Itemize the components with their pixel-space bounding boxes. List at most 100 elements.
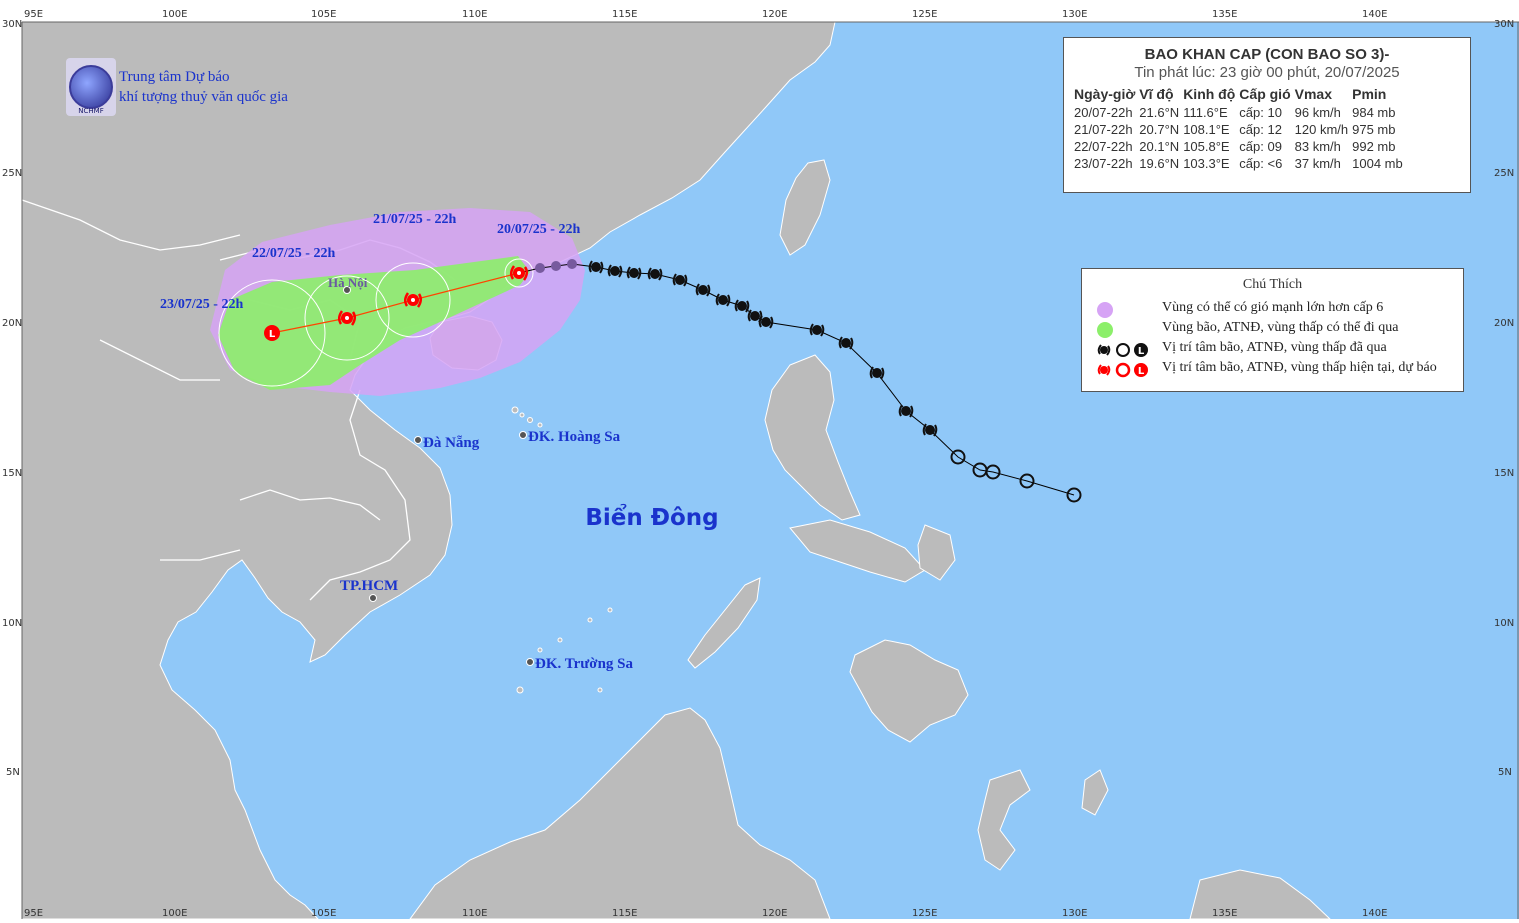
circle-icons-past — [950, 449, 1082, 503]
lon-ticks-bottom: 95E 100E 105E 110E 115E 120E 125E 130E 1… — [24, 908, 1387, 919]
tick-lat-5: 5N — [6, 767, 20, 778]
col-lon: Kinh độ — [1183, 86, 1236, 102]
tick-lon-105: 105E — [311, 9, 336, 20]
org-header: NCHMF Trung tâm Dự báo khí tượng thuỷ vă… — [66, 58, 366, 118]
green-circle-icon — [1097, 322, 1113, 338]
tick-lat-20-r: 20N — [1494, 318, 1514, 329]
tick-lat-10: 10N — [2, 618, 22, 629]
legend-item-wind-zone: Vùng có thể có gió mạnh lớn hơn cấp 6 — [1082, 299, 1465, 319]
date-label-4: 23/07/25 - 22h — [160, 297, 243, 312]
cell: cấp: 12 — [1239, 122, 1282, 137]
borneo-island — [409, 707, 831, 920]
cell: 20/07-22h — [1074, 105, 1133, 120]
cell: cấp: 10 — [1239, 105, 1282, 120]
cell: 111.6°E — [1183, 105, 1228, 120]
visayas-islands — [789, 519, 926, 583]
cell: 21.6°N — [1139, 105, 1180, 120]
legend-text: Vùng có thể có gió mạnh lớn hơn cấp 6 — [1162, 300, 1384, 315]
halmahera-island — [1081, 769, 1109, 816]
legend-title: Chú Thích — [1242, 277, 1303, 292]
tick-lon-95: 95E — [24, 9, 43, 20]
cell: 21/07-22h — [1074, 122, 1133, 137]
legend-box: Chú Thích Vùng có thể có gió mạnh lớn hơ… — [1081, 268, 1464, 392]
lon-ticks-top: 95E 100E 105E 110E 115E 120E 125E 130E 1… — [24, 9, 1387, 20]
org-name: Trung tâm Dự báo khí tượng thuỷ văn quốc… — [119, 67, 288, 107]
tick-lon-120: 120E — [762, 9, 787, 20]
sulawesi-island — [977, 769, 1031, 871]
legend-item-past-position: L Vị trí tâm bão, ATNĐ, vùng thấp đã qua — [1082, 339, 1465, 359]
storm-icon-forecast-2 — [338, 310, 356, 326]
frame-ticks — [21, 21, 1519, 919]
city-dots — [343, 286, 534, 666]
low-icon-forecast-3: L — [264, 325, 280, 341]
palawan-island — [687, 577, 761, 669]
date-label-2: 21/07/25 - 22h — [373, 212, 456, 227]
label-sea: Biển Đông — [585, 503, 718, 531]
svg-text:L: L — [269, 329, 276, 340]
bulletin-table: Ngày-giờ Vĩ độ Kinh độ Cấp gió Vmax Pmin… — [1074, 85, 1407, 172]
cell: 83 km/h — [1294, 139, 1341, 154]
tick-lat-30: 30N — [2, 19, 22, 30]
cell: 105.8°E — [1183, 139, 1230, 154]
cell: 108.1°E — [1183, 122, 1230, 137]
legend-item-storm-zone: Vùng bão, ATNĐ, vùng thấp có thể đi qua — [1082, 319, 1465, 339]
cell: cấp: <6 — [1239, 156, 1283, 171]
storm-icons-past — [588, 260, 938, 437]
lat-ticks-left: 30N 25N 20N 15N 10N 5N — [2, 19, 22, 778]
label-truongsa: ĐK. Trường Sa — [535, 656, 634, 672]
luzon-island — [764, 354, 861, 521]
tick-lon-140-b: 140E — [1362, 908, 1387, 919]
storm-icon-forecast-1 — [404, 292, 422, 308]
bulletin-title: BAO KHAN CAP (CON BAO SO 3)- — [1144, 46, 1390, 63]
forecast-track-line — [271, 272, 520, 334]
label-danang: Đà Nẵng — [423, 435, 480, 451]
tick-lon-120-b: 120E — [762, 908, 787, 919]
tick-lat-25: 25N — [2, 168, 22, 179]
tick-lon-130-b: 130E — [1062, 908, 1087, 919]
tick-lon-125-b: 125E — [912, 908, 937, 919]
table-row: 20/07-22h 21.6°N 111.6°E cấp: 10 96 km/h… — [1074, 104, 1407, 121]
tick-lon-115-b: 115E — [612, 908, 637, 919]
col-pmin: Pmin — [1352, 86, 1387, 102]
tick-lon-130: 130E — [1062, 9, 1087, 20]
tick-lon-125: 125E — [912, 9, 937, 20]
tick-lat-10-r: 10N — [1494, 618, 1514, 629]
cell: 37 km/h — [1294, 156, 1341, 171]
storm-icon-recent — [535, 259, 577, 273]
tick-lon-95-b: 95E — [24, 908, 43, 919]
col-lat: Vĩ độ — [1139, 86, 1174, 102]
cell: cấp: 09 — [1239, 139, 1282, 154]
cell: 19.6°N — [1139, 156, 1180, 171]
tick-lon-140: 140E — [1362, 9, 1387, 20]
table-row: 21/07-22h 20.7°N 108.1°E cấp: 12 120 km/… — [1074, 121, 1407, 138]
svg-text:L: L — [1138, 366, 1145, 377]
legend-item-current-position: L Vị trí tâm bão, ATNĐ, vùng thấp hiện t… — [1082, 359, 1465, 379]
legend-text: Vùng bão, ATNĐ, vùng thấp có thể đi qua — [1162, 320, 1399, 335]
tick-lon-110-b: 110E — [462, 908, 487, 919]
col-datetime: Ngày-giờ — [1074, 86, 1136, 102]
cell: 20.7°N — [1139, 122, 1180, 137]
purple-circle-icon — [1097, 302, 1113, 318]
tick-lon-105-b: 105E — [311, 908, 336, 919]
forecast-circles — [218, 258, 534, 387]
tick-lon-115: 115E — [612, 9, 637, 20]
label-hanoi: Hà Nội — [328, 275, 368, 290]
tick-lat-5-r: 5N — [1498, 767, 1512, 778]
red-storm-icons: L — [1097, 362, 1148, 378]
cell: 23/07-22h — [1074, 156, 1133, 171]
storm-icon-current — [510, 265, 528, 281]
cell: 22/07-22h — [1074, 139, 1133, 154]
table-header-row: Ngày-giờ Vĩ độ Kinh độ Cấp gió Vmax Pmin — [1074, 85, 1407, 104]
tick-lon-135: 135E — [1212, 9, 1237, 20]
nchmf-logo: NCHMF — [66, 58, 116, 116]
label-hcm: TP.HCM — [340, 578, 398, 594]
cell: 120 km/h — [1294, 122, 1349, 137]
cell: 96 km/h — [1294, 105, 1341, 120]
table-row: 23/07-22h 19.6°N 103.3°E cấp: <6 37 km/h… — [1074, 155, 1407, 172]
col-vmax: Vmax — [1294, 86, 1332, 102]
org-name-line2: khí tượng thuỷ văn quốc gia — [119, 89, 288, 105]
tick-lon-135-b: 135E — [1212, 908, 1237, 919]
label-hoangsa: ĐK. Hoàng Sa — [528, 429, 621, 445]
bulletin-box: BAO KHAN CAP (CON BAO SO 3)- Tin phát lú… — [1063, 37, 1471, 193]
tick-lat-25-r: 25N — [1494, 168, 1514, 179]
